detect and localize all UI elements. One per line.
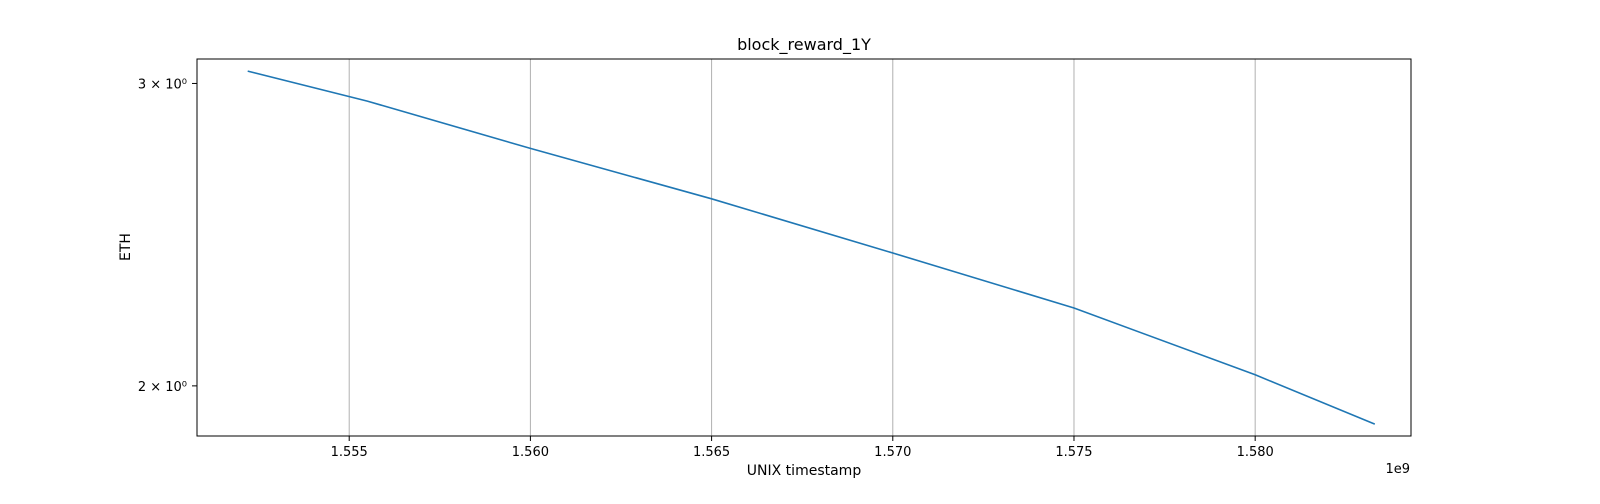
x-tick-label: 1.555 [331, 445, 368, 460]
x-axis-label: UNIX timestamp [747, 463, 862, 479]
grid-layer [348, 59, 1256, 436]
y-axis-label: ETH [118, 233, 134, 261]
x-tick-label: 1.580 [1237, 445, 1274, 460]
x-tick-label: 1.560 [512, 445, 549, 460]
series-layer [247, 70, 1376, 425]
tick-layer: 1.555 1.560 1.565 1.570 1.575 1.580 3 × 10⁰ 2 ×… [138, 77, 1274, 460]
x-tick-label: 1.565 [693, 445, 730, 460]
series-line [247, 70, 1376, 425]
y-tick-label: 3 × 10⁰ [138, 77, 187, 92]
chart-title: block_reward_1Y [737, 35, 871, 55]
x-tick-label: 1.570 [874, 445, 911, 460]
x-axis-offset-label: 1e9 [1385, 462, 1410, 477]
plot-frame [196, 58, 1412, 437]
y-tick-label: 2 × 10⁰ [138, 380, 187, 395]
x-tick-label: 1.575 [1055, 445, 1092, 460]
